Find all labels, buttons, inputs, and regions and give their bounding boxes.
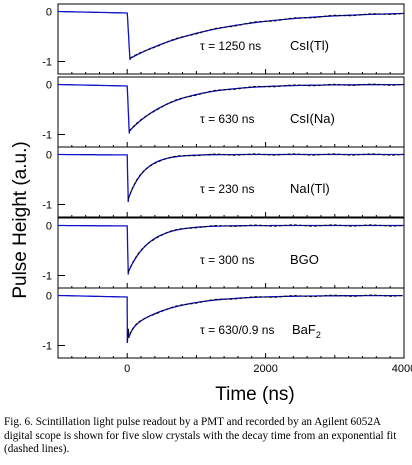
- y-tick-label: -1: [42, 200, 52, 212]
- panel-0: 0 -1 τ = 1250 ns CsI(Tl): [42, 3, 405, 75]
- measured-trace: [58, 83, 404, 134]
- measured-trace: [58, 153, 404, 203]
- tau-label: τ = 1250 ns: [200, 39, 261, 53]
- x-tick-label: 2000: [253, 363, 277, 375]
- panel-4: 0 -1 τ = 630/0.9 ns BaF2: [42, 287, 405, 359]
- tau-label: τ = 300 ns: [200, 253, 254, 267]
- figure: 0 -1 τ = 1250 ns CsI(Tl) 0 -1 τ = 630 ns CsI(Na…: [10, 3, 412, 405]
- y-axis-label: Pulse Height (a.u.): [10, 141, 31, 298]
- y-tick-label: 0: [46, 80, 52, 92]
- fit-curve: [128, 83, 405, 132]
- figure-caption: Fig. 6. Scintillation light pulse readou…: [4, 416, 397, 456]
- crystal-label: CsI(Tl): [290, 38, 329, 53]
- x-tick-labels: 0 2000 4000: [124, 363, 412, 375]
- fit-curve: [126, 294, 403, 342]
- panels-group: 0 -1 τ = 1250 ns CsI(Tl) 0 -1 τ = 630 ns CsI(Na…: [42, 3, 405, 359]
- x-tick-label: 4000: [392, 363, 412, 375]
- measured-trace: [58, 224, 404, 275]
- panel-frame: [57, 3, 405, 75]
- measured-trace: [58, 294, 403, 344]
- x-axis-label: Time (ns): [215, 384, 295, 405]
- panel-1: 0 -1 τ = 630 ns CsI(Na): [42, 76, 405, 148]
- tau-label: τ = 630 ns: [200, 112, 254, 126]
- crystal-label: NaI(Tl): [290, 181, 330, 196]
- y-tick-label: 0: [46, 7, 52, 19]
- x-tick-label: 0: [124, 363, 130, 375]
- y-tick-label: -1: [42, 57, 52, 69]
- crystal-label: BGO: [290, 252, 319, 267]
- panel-frame: [57, 287, 405, 359]
- crystal-label: BaF2: [292, 322, 321, 340]
- tau-label: τ = 230 ns: [200, 182, 254, 196]
- y-tick-label: 0: [46, 150, 52, 162]
- fit-curve: [127, 224, 405, 273]
- y-tick-label: 0: [46, 291, 52, 303]
- fit-curve: [129, 12, 405, 59]
- panel-2: 0 -1 τ = 230 ns NaI(Tl): [42, 146, 405, 218]
- tau-label: τ = 630/0.9 ns: [200, 323, 274, 337]
- y-tick-label: 0: [46, 221, 52, 233]
- crystal-label: CsI(Na): [290, 111, 335, 126]
- y-tick-label: -1: [42, 341, 52, 353]
- y-tick-label: -1: [42, 271, 52, 283]
- fit-curve: [127, 153, 405, 200]
- y-tick-label: -1: [42, 130, 52, 142]
- panel-3: 0 -1 τ = 300 ns BGO: [42, 217, 405, 289]
- panel-frame: [57, 146, 405, 218]
